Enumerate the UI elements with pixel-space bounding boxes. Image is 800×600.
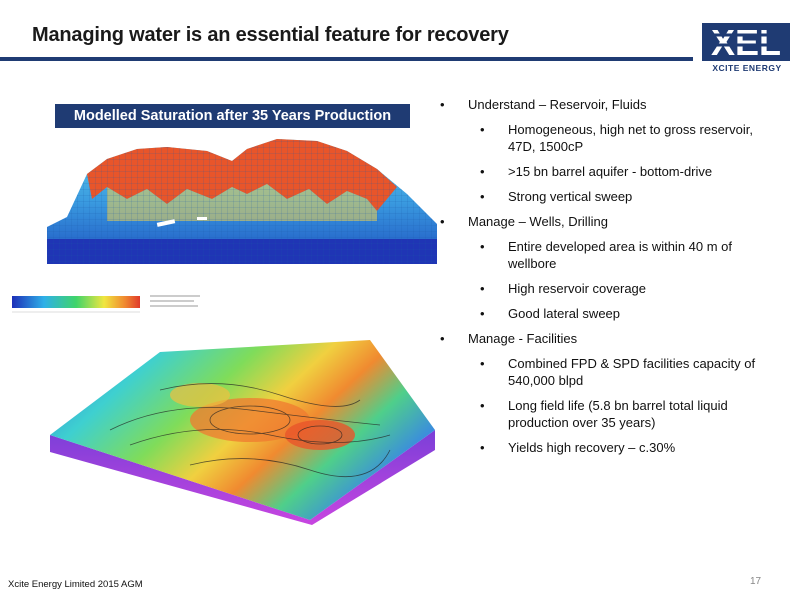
saturation-caption: Modelled Saturation after 35 Years Produ… (55, 104, 410, 128)
sub-bullet: Strong vertical sweep (440, 188, 780, 205)
reservoir-3d-map-image (50, 340, 435, 525)
bullet-manage-wells: Manage – Wells, Drilling (440, 213, 780, 230)
footer-text: Xcite Energy Limited 2015 AGM (8, 579, 143, 590)
sub-bullet: High reservoir coverage (440, 280, 780, 297)
sub-bullet: Entire developed area is within 40 m of … (440, 238, 780, 272)
title-rule (0, 57, 693, 61)
page-number: 17 (750, 576, 762, 587)
sub-bullet: >15 bn barrel aquifer - bottom-drive (440, 163, 780, 180)
saturation-colorbar (12, 296, 140, 313)
sub-bullet: Yields high recovery – c.30% (440, 439, 780, 456)
bullet-manage-facilities: Manage - Facilities (440, 330, 780, 347)
slide-title: Managing water is an essential feature f… (32, 24, 509, 46)
logo-mark: XEL (711, 23, 781, 63)
colorbar-legend-image (150, 295, 200, 307)
logo-subtitle: XCITE ENERGY (712, 63, 782, 73)
sub-bullet: Homogeneous, high net to gross reservoir… (440, 121, 780, 155)
bullet-list: Understand – Reservoir, Fluids Homogeneo… (440, 96, 780, 464)
xel-logo-icon: XEL (702, 23, 790, 63)
sub-bullet: Combined FPD & SPD facilities capacity o… (440, 355, 780, 389)
sub-bullet: Long field life (5.8 bn barrel total liq… (440, 397, 780, 431)
bullet-understand: Understand – Reservoir, Fluids (440, 96, 780, 113)
sub-bullet: Good lateral sweep (440, 305, 780, 322)
